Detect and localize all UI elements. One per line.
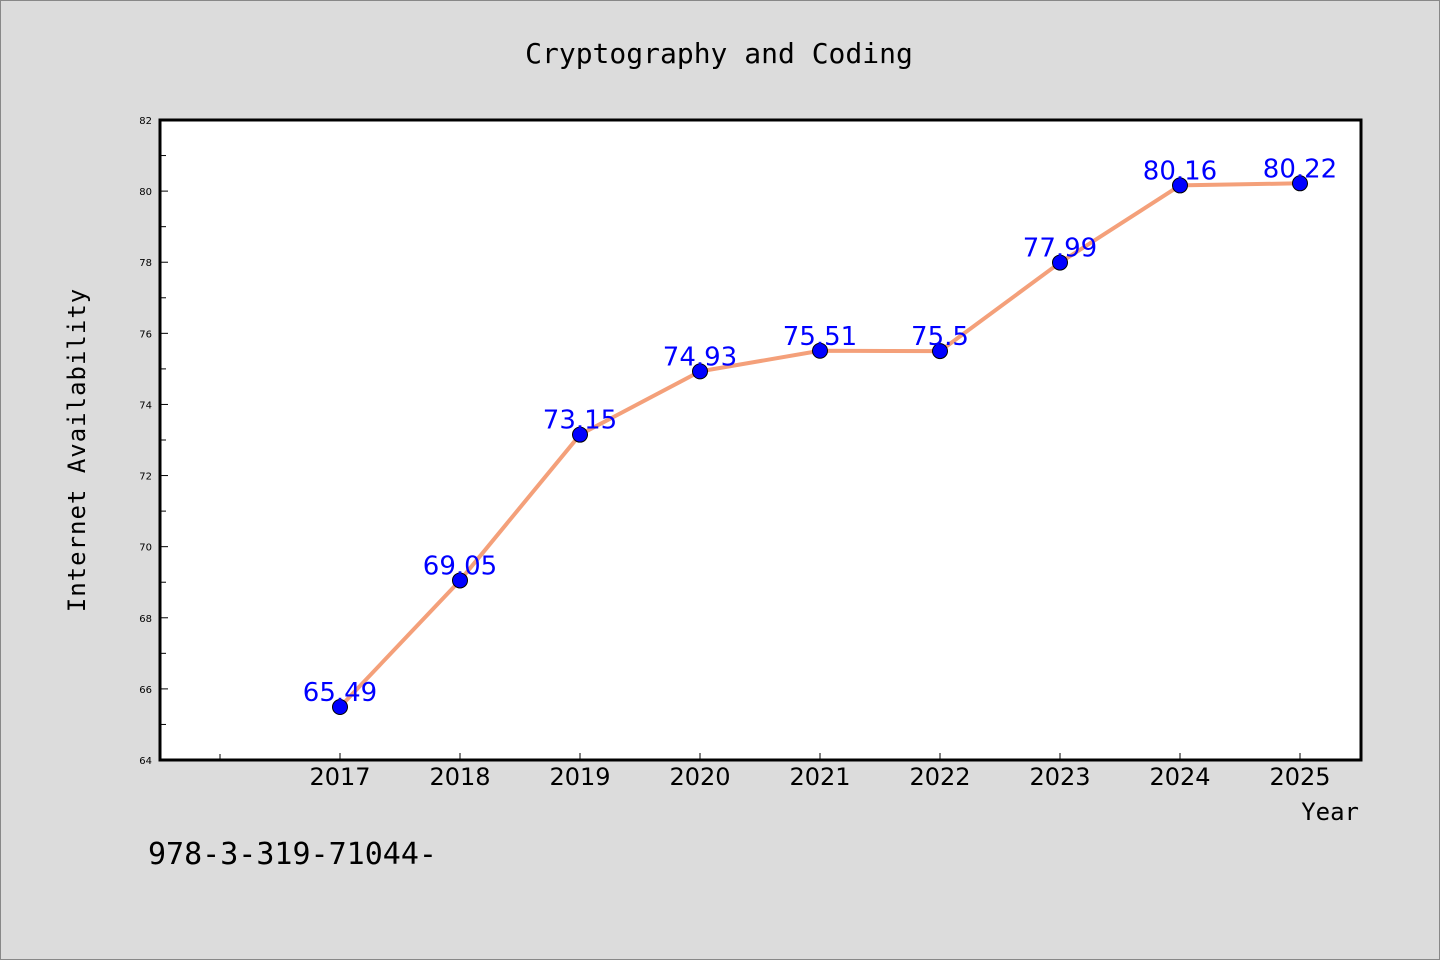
y-tick-label: 82 xyxy=(139,116,152,127)
data-point xyxy=(932,343,948,360)
data-point xyxy=(812,342,828,359)
y-tick-label: 74 xyxy=(139,400,152,411)
data-point xyxy=(1292,175,1308,192)
data-label: 69.05 xyxy=(423,551,497,581)
y-tick-label: 64 xyxy=(139,756,152,767)
data-label: 75.51 xyxy=(783,322,857,352)
x-tick-label: 2021 xyxy=(789,763,850,791)
data-label: 77.99 xyxy=(1023,234,1097,264)
x-tick-label: 2025 xyxy=(1269,763,1330,791)
data-label: 65.49 xyxy=(303,678,377,708)
x-tick-label: 2022 xyxy=(909,763,970,791)
plot-area xyxy=(158,118,1363,762)
y-tick-label: 80 xyxy=(139,187,152,198)
x-tick-label: 2024 xyxy=(1149,763,1210,791)
y-tick-label: 76 xyxy=(139,329,152,340)
y-tick-label: 66 xyxy=(139,685,152,696)
y-tick-label: 70 xyxy=(139,543,152,554)
x-tick-label: 2020 xyxy=(669,763,730,791)
data-point xyxy=(452,572,468,589)
data-label: 80.16 xyxy=(1143,156,1217,186)
data-point xyxy=(1172,177,1188,194)
data-point xyxy=(332,699,348,716)
y-axis-label: Internet Availability xyxy=(63,288,91,612)
y-axis: 64 66 68 70 72 74 76 78 80 82 xyxy=(139,116,168,767)
x-tick-label: 2019 xyxy=(549,763,610,791)
x-tick-label: 2023 xyxy=(1029,763,1090,791)
data-point xyxy=(572,426,588,443)
y-tick-label: 68 xyxy=(139,614,152,625)
footnote: 978-3-319-71044- xyxy=(148,837,437,872)
data-label: 80.22 xyxy=(1263,154,1337,184)
x-tick-label: 2017 xyxy=(309,763,370,791)
x-axis: 2017 2018 2019 2020 2021 2022 2023 2024 2025 xyxy=(219,753,1331,791)
data-point xyxy=(692,363,708,380)
x-axis-label: Year xyxy=(1301,798,1359,826)
data-series: 65.49 69.05 73.15 74.93 75.51 75.5 77.99 80.16 8… xyxy=(303,154,1337,716)
data-point xyxy=(1052,254,1068,271)
data-label: 73.15 xyxy=(543,406,617,436)
data-label: 75.5 xyxy=(911,322,969,352)
y-tick-label: 72 xyxy=(139,472,152,483)
x-tick-label: 2018 xyxy=(429,763,490,791)
chart-title: Cryptography and Coding xyxy=(525,37,913,70)
y-tick-label: 78 xyxy=(139,258,152,269)
data-label: 74.93 xyxy=(663,342,737,372)
